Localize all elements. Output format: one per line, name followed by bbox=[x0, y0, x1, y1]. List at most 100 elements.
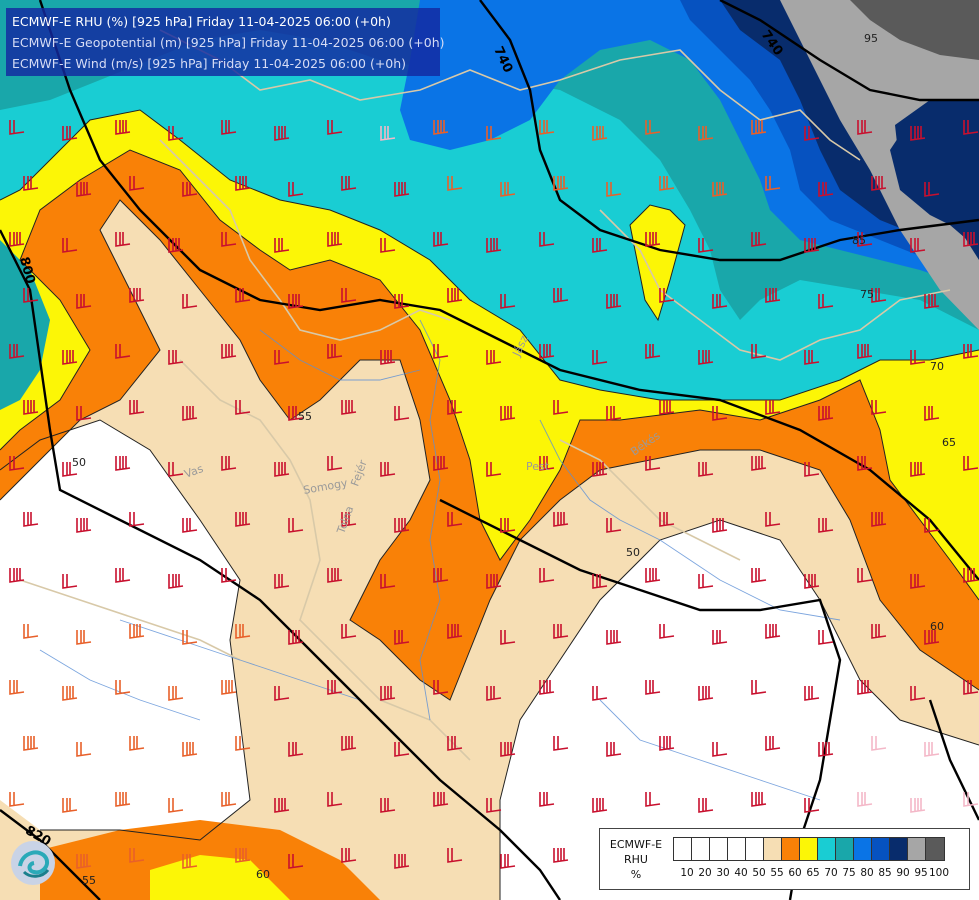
wind-barb bbox=[818, 742, 834, 757]
wind-barb bbox=[804, 798, 820, 813]
wind-barbs bbox=[9, 120, 979, 869]
wind-barb bbox=[606, 630, 622, 645]
wind-barb bbox=[751, 680, 767, 695]
legend-color-bar bbox=[673, 837, 945, 861]
legend-title-model: ECMWF-E bbox=[609, 838, 663, 851]
wind-barb bbox=[659, 736, 675, 751]
wind-barb bbox=[447, 848, 463, 863]
wind-barb bbox=[394, 742, 410, 757]
wind-barb bbox=[341, 848, 357, 863]
wind-barb bbox=[433, 680, 449, 695]
wind-barb bbox=[221, 568, 237, 583]
wind-barb bbox=[871, 624, 887, 639]
rh-label: 60 bbox=[256, 868, 270, 881]
wind-barb bbox=[235, 400, 251, 415]
wind-barb bbox=[500, 854, 516, 869]
wind-barb bbox=[433, 344, 449, 359]
rh-label: 75 bbox=[860, 288, 874, 301]
wind-barb bbox=[115, 344, 131, 359]
wind-barb bbox=[659, 176, 675, 191]
wind-barb bbox=[288, 742, 304, 757]
rh-label: 60 bbox=[930, 620, 944, 633]
wind-barb bbox=[129, 736, 145, 751]
wind-barb bbox=[341, 400, 357, 415]
wind-barb bbox=[76, 406, 92, 421]
wind-barb bbox=[23, 624, 39, 639]
wind-barb bbox=[751, 120, 767, 135]
legend-swatch bbox=[854, 838, 872, 860]
wind-barb bbox=[182, 854, 198, 869]
legend-tick: 10 bbox=[680, 867, 694, 879]
legend-tick: 65 bbox=[806, 867, 820, 879]
wind-barb bbox=[274, 350, 290, 365]
legend-tick: 85 bbox=[878, 867, 892, 879]
wind-barb bbox=[327, 680, 343, 695]
wind-barb bbox=[221, 120, 237, 135]
wind-barb bbox=[539, 232, 555, 247]
legend-swatch bbox=[926, 838, 944, 860]
legend-swatch bbox=[818, 838, 836, 860]
legend-title-variable: RHU bbox=[624, 853, 648, 866]
legend-title-unit: % bbox=[630, 868, 642, 881]
wind-barb bbox=[871, 400, 887, 415]
map-title-box: ECMWF-E RHU (%) [925 hPa] Friday 11-04-2… bbox=[6, 8, 445, 76]
wind-barb bbox=[447, 512, 463, 527]
wind-barb bbox=[698, 238, 714, 253]
legend-swatch bbox=[692, 838, 710, 860]
wind-barb bbox=[871, 512, 887, 527]
legend-tick: 40 bbox=[734, 867, 748, 879]
wind-barb bbox=[592, 686, 608, 701]
wind-barb bbox=[645, 792, 661, 807]
rh-label: 50 bbox=[626, 546, 640, 559]
wind-barb bbox=[235, 736, 251, 751]
wind-barb bbox=[168, 238, 184, 253]
wind-barb bbox=[394, 182, 410, 197]
wind-barb bbox=[553, 736, 569, 751]
wind-barb bbox=[645, 120, 661, 135]
geopotential-label: 800 bbox=[16, 255, 38, 285]
wind-barb bbox=[327, 456, 343, 471]
wind-barb bbox=[76, 630, 92, 645]
wind-barb bbox=[765, 512, 781, 527]
wind-barb bbox=[76, 518, 92, 533]
wind-barb bbox=[9, 680, 25, 695]
wind-barb bbox=[235, 512, 251, 527]
wind-barb bbox=[712, 294, 728, 309]
wind-barb bbox=[712, 406, 728, 421]
wind-barb bbox=[168, 126, 184, 141]
wind-barb bbox=[62, 462, 78, 477]
wind-barb bbox=[288, 630, 304, 645]
legend-tick: 30 bbox=[716, 867, 730, 879]
wind-barb bbox=[341, 736, 357, 751]
wind-barb bbox=[129, 848, 145, 863]
wind-barb bbox=[115, 120, 131, 135]
rh-label: 55 bbox=[298, 410, 312, 423]
wind-barb bbox=[129, 400, 145, 415]
wind-barb bbox=[486, 574, 502, 589]
wind-barb bbox=[486, 798, 502, 813]
wind-barb bbox=[765, 736, 781, 751]
wind-barb bbox=[871, 176, 887, 191]
wind-barb bbox=[804, 238, 820, 253]
wind-barb bbox=[698, 686, 714, 701]
wind-barb bbox=[327, 344, 343, 359]
legend-tick: 75 bbox=[842, 867, 856, 879]
legend-tick-labels: 10 20 30 40 50 55 60 65 70 75 80 85 90 95 100 bbox=[673, 867, 973, 881]
wind-barb bbox=[818, 630, 834, 645]
wind-barb bbox=[924, 742, 940, 757]
wind-barb bbox=[235, 848, 251, 863]
wind-barb bbox=[447, 736, 463, 751]
wind-barb bbox=[539, 456, 555, 471]
wind-barb bbox=[924, 294, 940, 309]
wind-barb bbox=[751, 456, 767, 471]
wind-barb bbox=[924, 406, 940, 421]
wind-barb bbox=[327, 120, 343, 135]
wind-barb bbox=[288, 294, 304, 309]
wind-barb bbox=[433, 568, 449, 583]
wind-barb bbox=[857, 232, 873, 247]
wind-barb bbox=[235, 176, 251, 191]
wind-barb bbox=[553, 848, 569, 863]
wind-barb bbox=[804, 574, 820, 589]
wind-barb bbox=[804, 686, 820, 701]
